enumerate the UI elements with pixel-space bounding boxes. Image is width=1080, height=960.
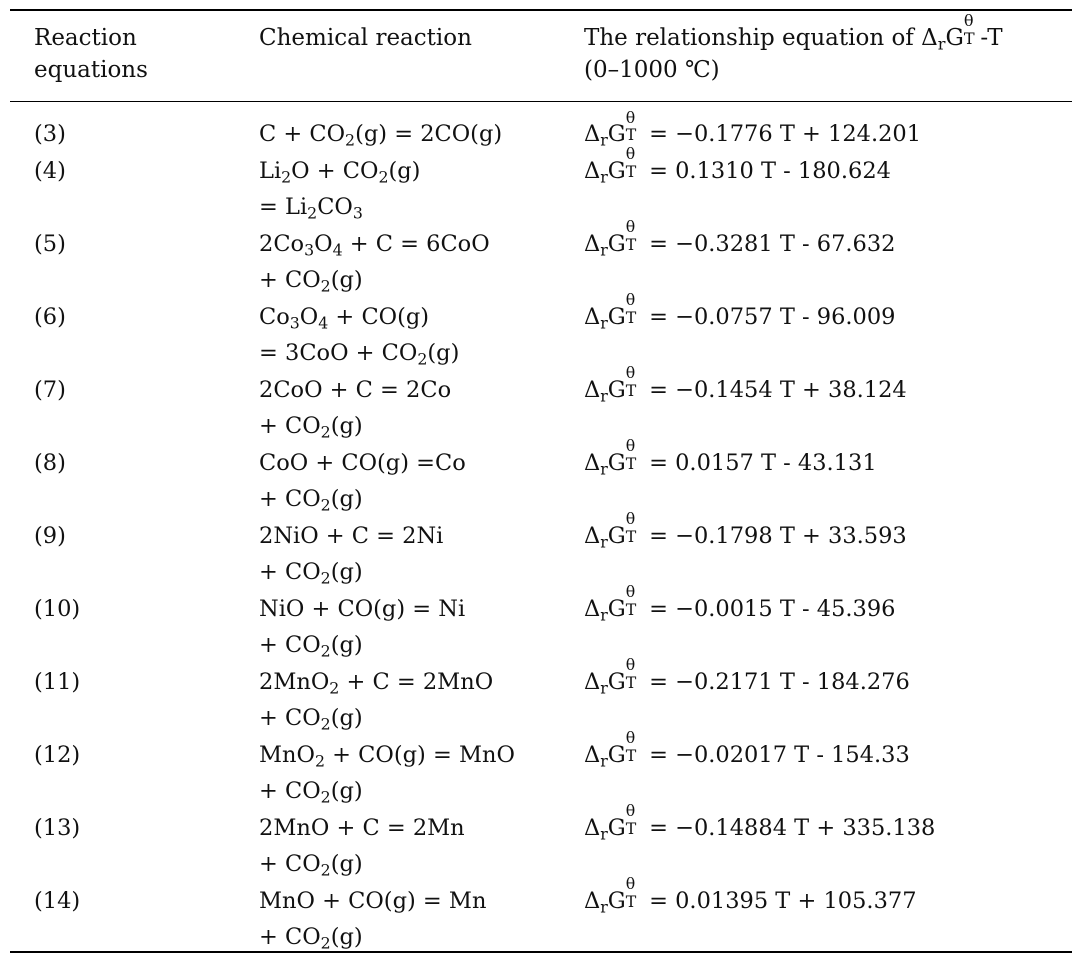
reaction-line: 2NiO + C = 2Ni	[259, 522, 444, 549]
reaction-number: (13)	[34, 814, 81, 841]
reaction-number: (11)	[34, 668, 81, 695]
reaction-line: + CO2(g)	[259, 559, 363, 588]
reaction-number: (8)	[34, 449, 66, 476]
reaction-line: CoO + CO(g) =Co	[259, 449, 466, 476]
table-row: (9) 2NiO + C = 2Ni + CO2(g) ΔrG θ T = −0.1798…	[0, 509, 1080, 591]
reaction-number: (9)	[34, 522, 66, 549]
chemical-reaction: MnO + CO(g) = Mn + CO2(g)	[259, 883, 486, 956]
reaction-number: (3)	[34, 121, 66, 147]
reaction-line: MnO2 + CO(g) = MnO	[259, 741, 515, 770]
reaction-line: 2MnO2 + C = 2MnO	[259, 668, 494, 697]
header-chemical-reaction: Chemical reaction	[259, 22, 472, 54]
reaction-line: C + CO2(g) = 2CO(g)	[259, 121, 503, 150]
gibbs-equation: ΔrG θ T = −0.0015 T - 45.396	[584, 582, 896, 624]
chemical-reaction: C + CO2(g) = 2CO(g)	[259, 116, 502, 153]
reaction-line: Co3O4 + CO(g)	[259, 303, 430, 332]
table-row: (5) 2Co3O4 + C = 6CoO + CO2(g) ΔrG θ T = −0.3…	[0, 217, 1080, 299]
chemical-reaction: 2Co3O4 + C = 6CoO + CO2(g)	[259, 226, 490, 299]
header-line: (0–1000 ℃)	[584, 57, 720, 83]
table-header-rule	[10, 101, 1072, 102]
reaction-line: 2MnO + C = 2Mn	[259, 814, 465, 841]
table-row: (4) Li2O + CO2(g) = Li2CO3 ΔrG θ T = 0.1310 T…	[0, 144, 1080, 226]
reaction-number: (14)	[34, 887, 81, 914]
reaction-line: = 3CoO + CO2(g)	[259, 340, 460, 369]
reaction-number: (7)	[34, 376, 66, 403]
table-row: (11) 2MnO2 + C = 2MnO + CO2(g) ΔrG θ T = −0.2…	[0, 655, 1080, 737]
gibbs-equation: ΔrG θ T = −0.02017 T - 154.33	[584, 728, 910, 770]
chemical-reaction: NiO + CO(g) = Ni + CO2(g)	[259, 591, 465, 664]
chemical-reaction: 2MnO + C = 2Mn + CO2(g)	[259, 810, 465, 883]
gibbs-equation: ΔrG θ T = −0.0757 T - 96.009	[584, 290, 896, 332]
header-line: Reaction	[34, 25, 137, 51]
reaction-number: (5)	[34, 230, 66, 257]
reaction-line: = Li2CO3	[259, 194, 363, 223]
reaction-line: + CO2(g)	[259, 924, 363, 953]
header-reaction-equations: Reaction equations	[34, 22, 148, 86]
reaction-line: 2Co3O4 + C = 6CoO	[259, 230, 490, 259]
gibbs-equation: ΔrG θ T = 0.0157 T - 43.131	[584, 436, 877, 478]
chemical-reaction: CoO + CO(g) =Co + CO2(g)	[259, 445, 466, 518]
reaction-line: MnO + CO(g) = Mn	[259, 887, 487, 914]
gibbs-equation: ΔrG θ T = −0.3281 T - 67.632	[584, 217, 896, 259]
reaction-number: (10)	[34, 595, 81, 622]
reaction-line: 2CoO + C = 2Co	[259, 376, 452, 403]
reaction-line: + CO2(g)	[259, 632, 363, 661]
gibbs-equation: ΔrG θ T = 0.1310 T - 180.624	[584, 144, 891, 186]
gibbs-equation: ΔrG θ T = 0.01395 T + 105.377	[584, 874, 917, 916]
header-line: Chemical reaction	[259, 25, 472, 51]
table-body: (3) C + CO2(g) = 2CO(g) ΔrG θ T = −0.1776 T …	[0, 107, 1080, 956]
chemical-reaction: MnO2 + CO(g) = MnO + CO2(g)	[259, 737, 515, 810]
reaction-line: Li2O + CO2(g)	[259, 157, 421, 186]
gibbs-equation: ΔrG θ T = −0.1454 T + 38.124	[584, 363, 907, 405]
reaction-number: (4)	[34, 157, 66, 184]
gibbs-equation: ΔrG θ T = −0.1798 T + 33.593	[584, 509, 907, 551]
reaction-number: (12)	[34, 741, 81, 768]
table-row: (6) Co3O4 + CO(g) = 3CoO + CO2(g) ΔrG θ T = −…	[0, 290, 1080, 372]
table-row: (12) MnO2 + CO(g) = MnO + CO2(g) ΔrG θ T = −0…	[0, 728, 1080, 810]
table-row: (14) MnO + CO(g) = Mn + CO2(g) ΔrG θ T = 0.01…	[0, 874, 1080, 956]
reaction-line: + CO2(g)	[259, 486, 363, 515]
reaction-line: + CO2(g)	[259, 413, 363, 442]
reaction-line: + CO2(g)	[259, 267, 363, 296]
reaction-line: + CO2(g)	[259, 851, 363, 880]
chemical-reaction: 2CoO + C = 2Co + CO2(g)	[259, 372, 451, 445]
chemical-reaction: 2MnO2 + C = 2MnO + CO2(g)	[259, 664, 493, 737]
gibbs-equation: ΔrG θ T = −0.1776 T + 124.201	[584, 107, 922, 150]
table-row: (8) CoO + CO(g) =Co + CO2(g) ΔrG θ T = 0.0157…	[0, 436, 1080, 518]
table-row: (3) C + CO2(g) = 2CO(g) ΔrG θ T = −0.1776 T …	[0, 107, 1080, 153]
table-bottom-rule	[10, 951, 1072, 953]
reaction-line: + CO2(g)	[259, 778, 363, 807]
table-row: (13) 2MnO + C = 2Mn + CO2(g) ΔrG θ T = −0.148…	[0, 801, 1080, 883]
header-line: The relationship equation of ΔrG θ T -T	[584, 11, 1003, 54]
header-relationship-equation: The relationship equation of ΔrG θ T -T (0–…	[584, 11, 1003, 86]
gibbs-equation: ΔrG θ T = −0.2171 T - 184.276	[584, 655, 910, 697]
table-row: (7) 2CoO + C = 2Co + CO2(g) ΔrG θ T = −0.1454…	[0, 363, 1080, 445]
chemical-reaction: 2NiO + C = 2Ni + CO2(g)	[259, 518, 443, 591]
reaction-line: + CO2(g)	[259, 705, 363, 734]
chemical-reaction: Li2O + CO2(g) = Li2CO3	[259, 153, 420, 226]
gibbs-equation: ΔrG θ T = −0.14884 T + 335.138	[584, 801, 936, 843]
header-line: equations	[34, 57, 148, 83]
chemical-reaction: Co3O4 + CO(g) = 3CoO + CO2(g)	[259, 299, 459, 372]
reaction-number: (6)	[34, 303, 66, 330]
table-top-rule	[10, 9, 1072, 11]
reaction-line: NiO + CO(g) = Ni	[259, 595, 466, 622]
table-row: (10) NiO + CO(g) = Ni + CO2(g) ΔrG θ T = −0.0…	[0, 582, 1080, 664]
